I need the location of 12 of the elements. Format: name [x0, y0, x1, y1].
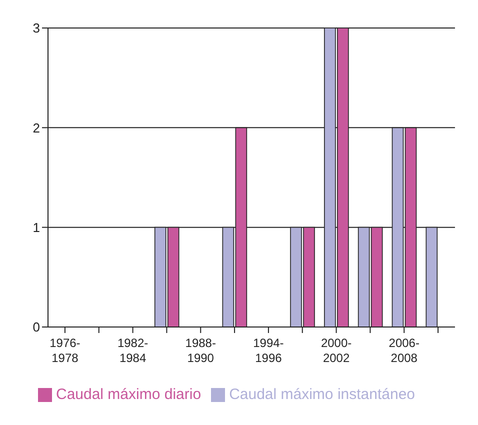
- x-tick-label: 1976-1978: [50, 336, 80, 365]
- x-tick-label: 2006-2008: [388, 336, 420, 365]
- y-tick-label: 1: [32, 220, 40, 235]
- y-tick-label: 3: [32, 20, 40, 36]
- x-tick-label: 1994-1996: [253, 336, 284, 365]
- x-tick-label: 2000-2002: [320, 336, 352, 365]
- y-tick-label: 2: [32, 120, 40, 136]
- legend-label: Caudal máximo instantáneo: [229, 386, 416, 403]
- y-tick-label: 0: [32, 320, 40, 335]
- x-tick-label: 1982-1984: [117, 336, 148, 365]
- x-tick-label: 1988-1990: [185, 336, 216, 365]
- legend-label: Caudal máximo diario: [56, 386, 202, 403]
